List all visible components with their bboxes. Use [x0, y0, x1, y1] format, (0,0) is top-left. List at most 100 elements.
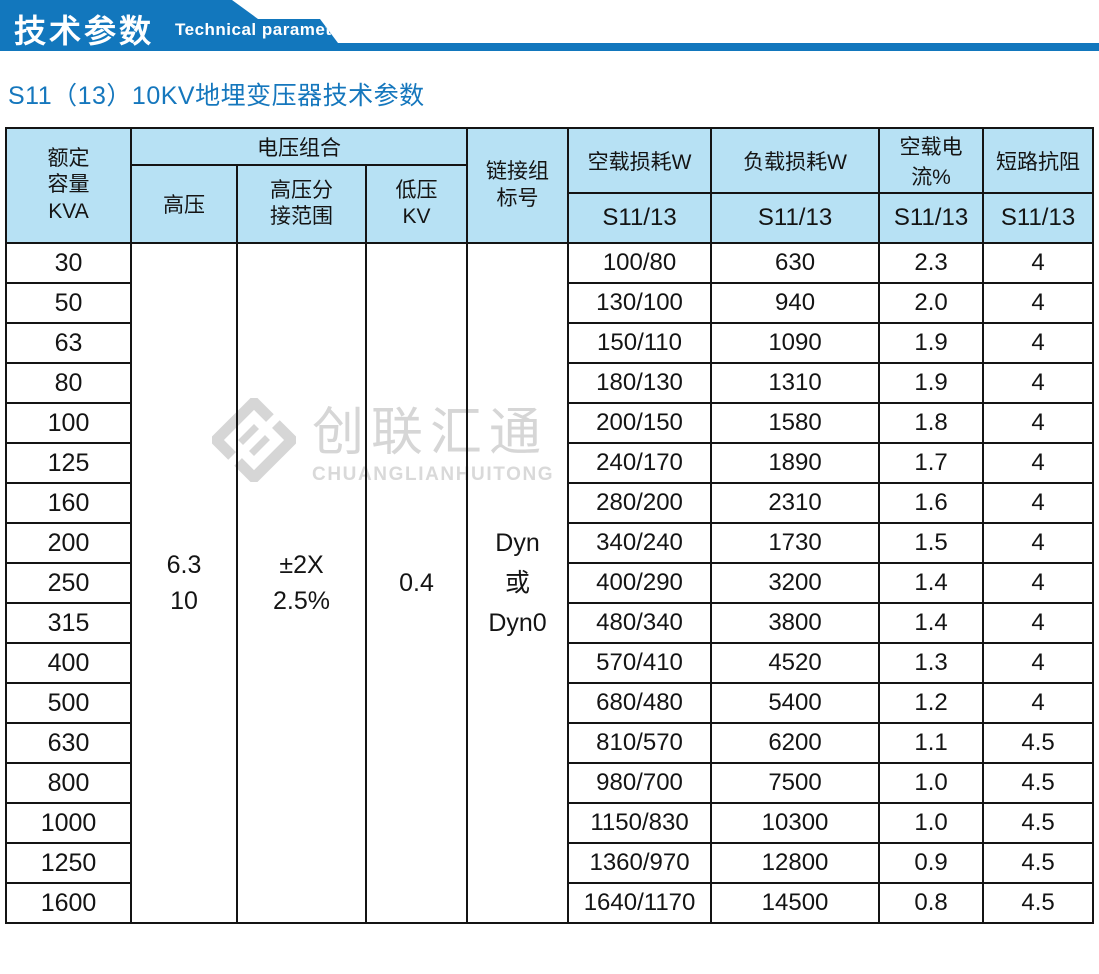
table-header: 额定 容量 KVA 电压组合 链接组 标号 空载损耗W 负载损耗W 空载电流% …: [5, 127, 1095, 244]
table-row: 1250 1360/970 12800 0.9 4.5: [5, 842, 1095, 884]
no-load-current-cell: 1.9: [878, 322, 985, 364]
no-load-current-cell: 1.1: [878, 722, 985, 764]
no-load-loss-cell: 200/150: [567, 402, 713, 444]
impedance-cell: 4: [982, 362, 1095, 404]
capacity-cell: 200: [5, 522, 132, 564]
no-load-loss-cell: 570/410: [567, 642, 713, 684]
load-loss-cell: 1890: [710, 442, 881, 484]
table-row: 400 570/410 4520 1.3 4: [5, 642, 1095, 684]
no-load-current-cell: 1.4: [878, 602, 985, 644]
load-loss-cell: 12800: [710, 842, 881, 884]
table-row: 200 340/240 1730 1.5 4: [5, 522, 1095, 564]
impedance-cell: 4: [982, 482, 1095, 524]
no-load-current-cell: 1.9: [878, 362, 985, 404]
header-model-no-load-current: S11/13: [878, 192, 985, 244]
impedance-cell: 4: [982, 682, 1095, 724]
header-impedance: 短路抗阻: [982, 127, 1095, 194]
load-loss-cell: 1090: [710, 322, 881, 364]
load-loss-cell: 940: [710, 282, 881, 324]
impedance-cell: 4: [982, 642, 1095, 684]
capacity-cell: 400: [5, 642, 132, 684]
table-row: 1600 1640/1170 14500 0.8 4.5: [5, 882, 1095, 924]
load-loss-cell: 630: [710, 242, 881, 284]
impedance-cell: 4: [982, 282, 1095, 324]
header-load-loss: 负载损耗W: [710, 127, 881, 194]
header-high-voltage: 高压: [130, 164, 238, 244]
capacity-cell: 1000: [5, 802, 132, 844]
load-loss-cell: 1310: [710, 362, 881, 404]
load-loss-cell: 6200: [710, 722, 881, 764]
load-loss-cell: 3800: [710, 602, 881, 644]
no-load-loss-cell: 100/80: [567, 242, 713, 284]
no-load-loss-cell: 1640/1170: [567, 882, 713, 924]
merged-high-voltage-cell: 6.3 10: [130, 242, 238, 924]
header-no-load-current: 空载电流%: [878, 127, 985, 194]
capacity-cell: 1600: [5, 882, 132, 924]
impedance-cell: 4.5: [982, 722, 1095, 764]
no-load-loss-cell: 130/100: [567, 282, 713, 324]
load-loss-cell: 7500: [710, 762, 881, 804]
impedance-cell: 4: [982, 602, 1095, 644]
capacity-cell: 1250: [5, 842, 132, 884]
impedance-cell: 4.5: [982, 842, 1095, 884]
capacity-cell: 800: [5, 762, 132, 804]
no-load-current-cell: 1.0: [878, 802, 985, 844]
capacity-cell: 30: [5, 242, 132, 284]
impedance-cell: 4: [982, 562, 1095, 604]
header-hv-tap-range: 高压分 接范围: [236, 164, 367, 244]
header-model-no-load-loss: S11/13: [567, 192, 713, 244]
impedance-cell: 4: [982, 242, 1095, 284]
no-load-current-cell: 0.8: [878, 882, 985, 924]
load-loss-cell: 1580: [710, 402, 881, 444]
no-load-current-cell: 2.3: [878, 242, 985, 284]
no-load-current-cell: 1.7: [878, 442, 985, 484]
header-model-load-loss: S11/13: [710, 192, 881, 244]
capacity-cell: 250: [5, 562, 132, 604]
table-row: 30 6.3 10 ±2X 2.5% 0.4 Dyn 或 Dyn0 100/80…: [5, 242, 1095, 924]
no-load-current-cell: 1.2: [878, 682, 985, 724]
merged-vector-group-cell: Dyn 或 Dyn0: [466, 242, 570, 924]
load-loss-cell: 4520: [710, 642, 881, 684]
load-loss-cell: 5400: [710, 682, 881, 724]
no-load-current-cell: 0.9: [878, 842, 985, 884]
no-load-current-cell: 1.5: [878, 522, 985, 564]
no-load-current-cell: 1.8: [878, 402, 985, 444]
no-load-current-cell: 2.0: [878, 282, 985, 324]
table-row: 800 980/700 7500 1.0 4.5: [5, 762, 1095, 804]
impedance-cell: 4: [982, 322, 1095, 364]
capacity-cell: 315: [5, 602, 132, 644]
section-banner: 技术参数 Technical parameter: [0, 0, 1099, 51]
banner-title-en: Technical parameter: [175, 20, 349, 39]
no-load-loss-cell: 1150/830: [567, 802, 713, 844]
header-low-voltage: 低压 KV: [364, 164, 469, 244]
no-load-current-cell: 1.4: [878, 562, 985, 604]
table-row: 1000 1150/830 10300 1.0 4.5: [5, 802, 1095, 844]
load-loss-cell: 2310: [710, 482, 881, 524]
capacity-cell: 63: [5, 322, 132, 364]
no-load-loss-cell: 340/240: [567, 522, 713, 564]
parameters-table-wrap: 额定 容量 KVA 电压组合 链接组 标号 空载损耗W 负载损耗W 空载电流% …: [5, 127, 1095, 924]
impedance-cell: 4: [982, 402, 1095, 444]
no-load-loss-cell: 240/170: [567, 442, 713, 484]
capacity-cell: 50: [5, 282, 132, 324]
table-row: 50 130/100 940 2.0 4: [5, 282, 1095, 324]
capacity-cell: 80: [5, 362, 132, 404]
parameters-table: 额定 容量 KVA 电压组合 链接组 标号 空载损耗W 负载损耗W 空载电流% …: [5, 127, 1095, 924]
no-load-current-cell: 1.6: [878, 482, 985, 524]
header-vector-group: 链接组 标号: [466, 127, 570, 244]
table-row: 100 200/150 1580 1.8 4: [5, 402, 1095, 444]
header-rated-capacity: 额定 容量 KVA: [5, 127, 132, 244]
no-load-loss-cell: 810/570: [567, 722, 713, 764]
table-row: 500 680/480 5400 1.2 4: [5, 682, 1095, 724]
load-loss-cell: 1730: [710, 522, 881, 564]
table-body: 30 6.3 10 ±2X 2.5% 0.4 Dyn 或 Dyn0 100/80…: [5, 242, 1095, 924]
merged-low-voltage-cell: 0.4: [364, 242, 469, 924]
no-load-loss-cell: 680/480: [567, 682, 713, 724]
header-model-impedance: S11/13: [982, 192, 1095, 244]
impedance-cell: 4.5: [982, 762, 1095, 804]
no-load-loss-cell: 480/340: [567, 602, 713, 644]
table-row: 63 150/110 1090 1.9 4: [5, 322, 1095, 364]
load-loss-cell: 3200: [710, 562, 881, 604]
no-load-loss-cell: 980/700: [567, 762, 713, 804]
impedance-cell: 4.5: [982, 882, 1095, 924]
